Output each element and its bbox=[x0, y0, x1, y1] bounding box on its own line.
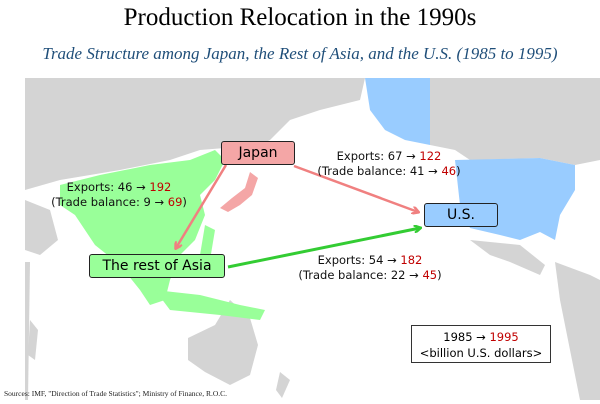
flow-label-japan-asia: Exports: 46 → 192 (Trade balance: 9 → 69… bbox=[51, 180, 187, 209]
flow-label-asia-us: Exports: 54 → 182 (Trade balance: 22 → 4… bbox=[298, 253, 442, 282]
page-title: Production Relocation in the 1990s bbox=[123, 4, 477, 31]
arrow-japan-to-asia bbox=[176, 164, 228, 248]
unit-legend: 1985 → 1995 <billion U.S. dollars> bbox=[411, 325, 551, 363]
arrow-japan-to-us bbox=[293, 164, 418, 212]
flow-label-japan-us: Exports: 67 → 122 (Trade balance: 41 → 4… bbox=[317, 149, 461, 178]
page-subtitle: Trade Structure among Japan, the Rest of… bbox=[42, 44, 558, 63]
node-us: U.S. bbox=[424, 203, 498, 227]
node-rest-of-asia: The rest of Asia bbox=[89, 254, 225, 278]
japan-territory bbox=[220, 172, 258, 212]
land-gray bbox=[25, 78, 600, 400]
source-note: Sources: IMF, "Direction of Trade Statis… bbox=[4, 389, 228, 398]
rest-of-asia-territory bbox=[60, 150, 265, 320]
node-japan: Japan bbox=[221, 141, 295, 165]
arrow-asia-to-us bbox=[227, 228, 420, 269]
